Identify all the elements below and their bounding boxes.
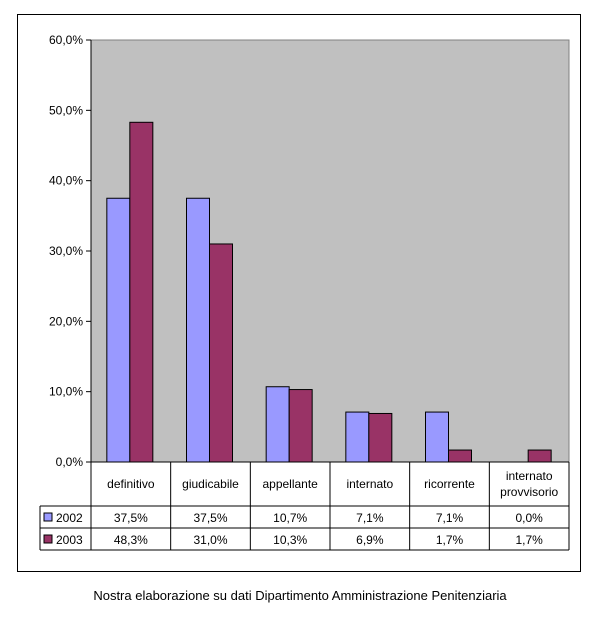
- bar-2002-1: [186, 197, 210, 463]
- data-label-2003-3: 6,9%: [356, 533, 384, 547]
- y-axis: 0,0% 10,0% 20,0% 30,0% 40,0% 50,0% 60,0%: [49, 33, 92, 469]
- y-tick-label-5: 50,0%: [49, 103, 83, 117]
- x-tick-label-2-0: appellante: [262, 477, 318, 491]
- bar-2003-2: [288, 389, 313, 463]
- legend-swatch-2002: [43, 512, 53, 522]
- x-tick-label-1-0: giudicabile: [182, 477, 239, 491]
- bar-2002-2: [265, 386, 290, 463]
- data-label-2002-2: 10,7%: [273, 511, 307, 525]
- data-label-2002-5: 0,0%: [515, 511, 543, 525]
- data-label-2003-1: 31,0%: [193, 533, 227, 547]
- data-label-2003-5: 1,7%: [515, 533, 543, 547]
- bar-2003-3: [368, 412, 393, 463]
- data-label-2002-1: 37,5%: [193, 511, 227, 525]
- plot-area: [90, 39, 570, 463]
- legend-label-2003: 2003: [56, 533, 83, 547]
- legend-label-2002: 2002: [56, 511, 83, 525]
- data-table: definitivo giudicabile appellante internato…: [39, 461, 570, 551]
- x-tick-label-5-0: internato: [506, 469, 553, 483]
- bar-2003-1: [209, 243, 233, 463]
- x-tick-label-4-0: ricorrente: [424, 477, 475, 491]
- bar-2003-0: [129, 121, 154, 463]
- bar-2002-4: [425, 411, 449, 463]
- y-tick-label-6: 60,0%: [49, 33, 83, 47]
- bars-group: [106, 121, 552, 463]
- bar-2003-4: [448, 449, 472, 463]
- x-tick-label-5-1: provvisorio: [500, 485, 558, 499]
- y-tick-label-2: 20,0%: [49, 314, 83, 328]
- data-label-2003-0: 48,3%: [114, 533, 148, 547]
- y-tick-label-4: 40,0%: [49, 174, 83, 188]
- data-label-2002-3: 7,1%: [356, 511, 384, 525]
- source-note: Nostra elaborazione su dati Dipartimento…: [93, 588, 507, 603]
- data-label-2003-2: 10,3%: [273, 533, 307, 547]
- data-label-2002-0: 37,5%: [114, 511, 148, 525]
- bar-2003-5: [527, 449, 552, 463]
- y-tick-label-3: 30,0%: [49, 244, 83, 258]
- data-label-2002-4: 7,1%: [436, 511, 464, 525]
- bar-2002-0: [106, 197, 131, 463]
- x-tick-label-3-0: internato: [346, 477, 393, 491]
- y-tick-label-1: 10,0%: [49, 385, 83, 399]
- legend-swatch-2003: [43, 534, 53, 544]
- data-label-2003-4: 1,7%: [436, 533, 464, 547]
- y-tick-label-0: 0,0%: [56, 455, 84, 469]
- bar-2002-3: [345, 411, 370, 463]
- x-tick-label-0-0: definitivo: [107, 477, 155, 491]
